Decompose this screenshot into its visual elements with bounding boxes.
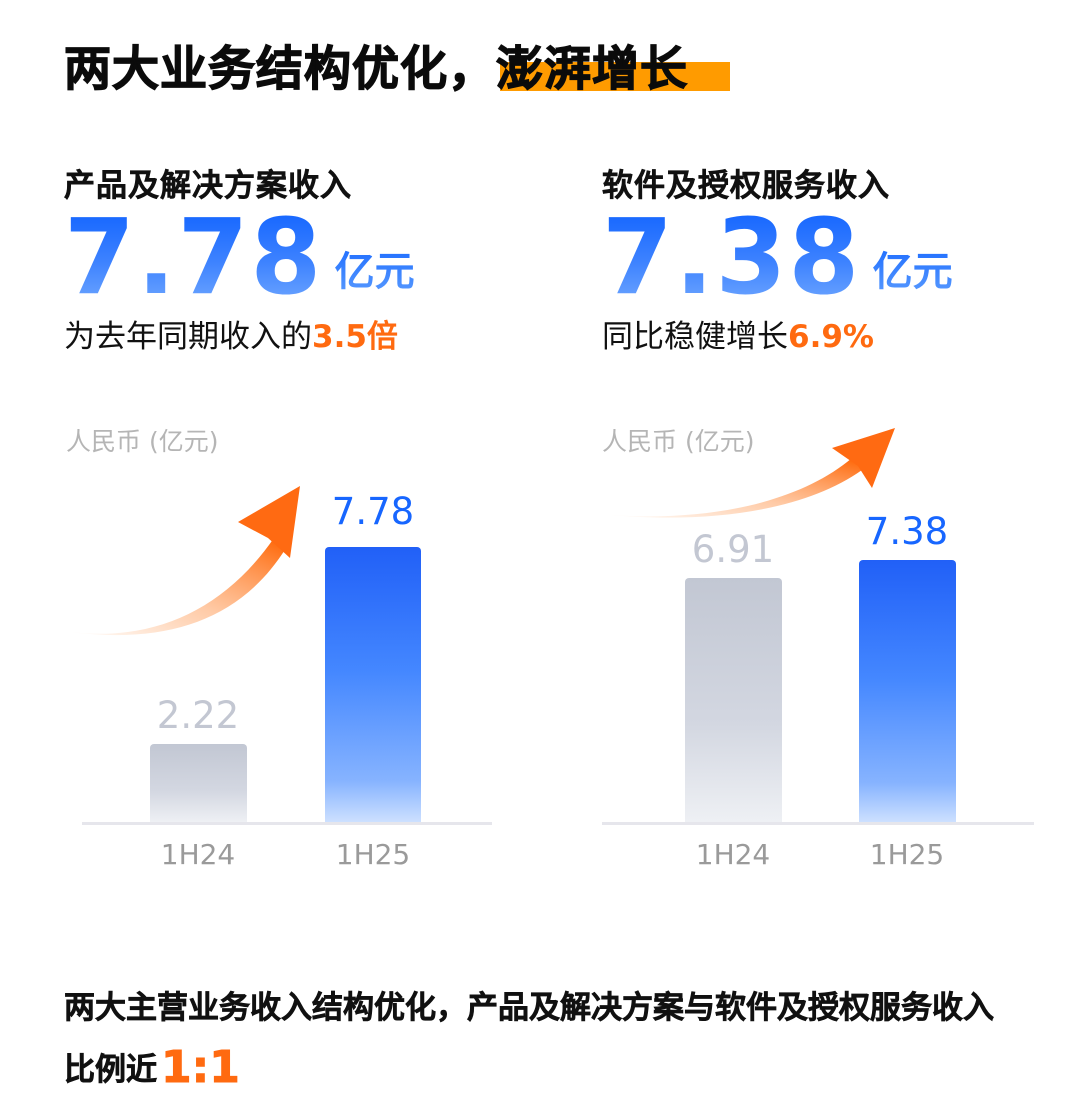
kpi-subtext-prefix: 为去年同期收入的 xyxy=(64,319,312,355)
growth-arrow-icon xyxy=(70,486,300,636)
bar-value-1h25: 7.78 xyxy=(331,490,415,533)
growth-arrow-icon xyxy=(610,428,895,518)
kpi-subtext-prefix: 同比稳健增长 xyxy=(602,319,788,355)
bar-value-1h24: 6.91 xyxy=(691,528,775,571)
title-main: 两大业务结构优化， xyxy=(63,41,496,97)
kpi-subtext-accent: 3.5倍 xyxy=(312,319,398,355)
x-axis-line xyxy=(602,822,1034,825)
summary-text: 两大主营业务收入结构优化，产品及解决方案与软件及授权服务收入比例近1:1 xyxy=(64,978,1024,1100)
kpi-value-row: 7.38 亿元 xyxy=(602,196,1080,318)
panel-heading: 软件及授权服务收入 xyxy=(602,168,890,205)
summary-ratio: 1:1 xyxy=(161,1042,241,1094)
x-axis-line xyxy=(82,822,492,825)
kpi-subtext-accent: 6.9% xyxy=(788,319,874,355)
bar-1h25 xyxy=(325,547,421,822)
x-label-1h25: 1H25 xyxy=(335,838,411,871)
kpi-panel-products: 产品及解决方案收入 7.78 亿元 为去年同期收入的3.5倍 xyxy=(64,160,544,356)
kpi-panel-software: 软件及授权服务收入 7.38 亿元 同比稳健增长6.9% xyxy=(602,160,1080,356)
kpi-unit: 亿元 xyxy=(873,239,953,297)
bar-1h25 xyxy=(859,560,956,822)
kpi-subtext: 同比稳健增长6.9% xyxy=(602,311,1080,356)
kpi-unit: 亿元 xyxy=(335,239,415,297)
chart-unit-label: 人民币 (亿元) xyxy=(602,427,755,456)
bar-value-1h25: 7.38 xyxy=(865,510,949,553)
kpi-value: 7.38 xyxy=(602,196,862,318)
chart-unit-label: 人民币 (亿元) xyxy=(66,427,219,456)
page-title: 两大业务结构优化，澎湃增长 xyxy=(63,30,688,99)
bar-1h24 xyxy=(685,578,782,822)
kpi-value: 7.78 xyxy=(64,196,324,318)
kpi-subtext: 为去年同期收入的3.5倍 xyxy=(64,311,544,356)
x-label-1h25: 1H25 xyxy=(869,838,945,871)
bar-1h24 xyxy=(150,744,247,822)
x-label-1h24: 1H24 xyxy=(695,838,771,871)
panel-heading: 产品及解决方案收入 xyxy=(64,168,352,205)
summary-text-body: 两大主营业务收入结构优化，产品及解决方案与软件及授权服务收入比例近 xyxy=(64,990,995,1089)
bar-chart-products: 人民币 (亿元) 2.22 7.78 1H24 1H25 xyxy=(64,410,524,880)
x-label-1h24: 1H24 xyxy=(160,838,236,871)
bar-value-1h24: 2.22 xyxy=(156,694,240,737)
title-highlight-text: 澎湃增长 xyxy=(495,41,688,97)
kpi-value-row: 7.78 亿元 xyxy=(64,196,544,318)
title-highlight-bar xyxy=(500,62,730,91)
bar-chart-software: 人民币 (亿元) 6.91 7.38 1H24 1H25 xyxy=(600,410,1060,880)
